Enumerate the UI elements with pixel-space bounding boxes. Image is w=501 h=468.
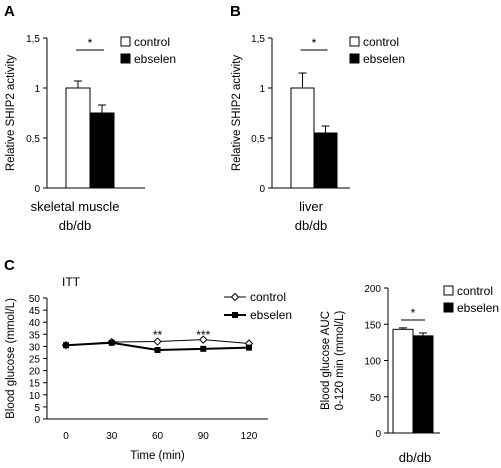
y-tick-label: 45 bbox=[29, 306, 41, 317]
annotation-label: ** bbox=[153, 328, 163, 342]
panel-letter-c: C bbox=[4, 257, 15, 274]
y-tick-label: 1 bbox=[259, 84, 265, 95]
y-tick-label: 0 bbox=[34, 415, 40, 426]
legend-swatch-ebselen bbox=[120, 53, 131, 64]
legend-swatch-ebselen bbox=[349, 53, 360, 64]
significance-label: * bbox=[411, 306, 416, 320]
bar-control bbox=[290, 87, 315, 189]
y-tick-label: 0 bbox=[259, 184, 265, 195]
y-tick-label: 1,5 bbox=[251, 34, 265, 45]
significance-label: * bbox=[312, 36, 317, 50]
x-axis-title: liver bbox=[299, 199, 324, 214]
legend-label-ebselen: ebselen bbox=[250, 308, 292, 322]
x-tick-label: 0 bbox=[63, 431, 69, 442]
y-axis-title: Blood glucose (mmol/L) bbox=[5, 298, 17, 419]
x-tick-label: 120 bbox=[241, 431, 258, 442]
y-tick-label: 150 bbox=[364, 320, 381, 331]
x-tick-label: 60 bbox=[152, 431, 164, 442]
chart-title: ITT bbox=[62, 275, 81, 289]
point-ebselen bbox=[200, 345, 207, 352]
y-tick-label: 0 bbox=[34, 184, 40, 195]
y-axis-title: Blood glucose AUC 0-120 min (mmol/L) bbox=[320, 310, 346, 410]
y-tick-label: 200 bbox=[364, 284, 381, 295]
point-ebselen bbox=[154, 347, 161, 354]
point-control bbox=[199, 335, 208, 344]
y-tick-label: 10 bbox=[29, 391, 41, 402]
y-tick-label: 50 bbox=[370, 393, 382, 404]
bar-control bbox=[65, 87, 91, 189]
y-tick-label: 5 bbox=[34, 403, 40, 414]
bar-control bbox=[392, 328, 414, 434]
chart-c2: 0 50 100 150 200 Blood glucose AUC 0-120 min (… bbox=[320, 284, 499, 465]
legend-label-control: control bbox=[250, 290, 286, 304]
legend-swatch-control bbox=[349, 36, 360, 47]
y-tick-label: 0 bbox=[375, 429, 381, 440]
legend-swatch-control bbox=[120, 36, 131, 47]
legend-label-ebselen: ebselen bbox=[363, 52, 405, 66]
y-tick-label: 50 bbox=[29, 294, 41, 305]
bar-ebselen bbox=[313, 132, 338, 189]
y-tick-label: 20 bbox=[29, 367, 41, 378]
legend-marker-ebselen bbox=[232, 312, 238, 318]
y-tick-label: 30 bbox=[29, 342, 41, 353]
y-axis-title: Relative SHIP2 activity bbox=[231, 55, 243, 172]
legend-label-control: control bbox=[134, 35, 170, 49]
group-label: db/db bbox=[399, 450, 432, 465]
legend-label-control: control bbox=[363, 35, 399, 49]
legend-label-ebselen: ebselen bbox=[134, 52, 176, 66]
group-label: db/db bbox=[59, 218, 92, 233]
y-tick-label: 35 bbox=[29, 330, 41, 341]
y-tick-label: 15 bbox=[29, 379, 41, 390]
legend-label-ebselen: ebselen bbox=[457, 301, 499, 315]
y-axis-title: Relative SHIP2 activity bbox=[5, 55, 17, 172]
panel-letter-b: B bbox=[230, 3, 241, 20]
chart-a: 0 0,5 1 1,5 Relative SHIP2 activity * control e… bbox=[5, 34, 176, 233]
group-label: db/db bbox=[295, 218, 328, 233]
x-tick-label: 90 bbox=[198, 431, 210, 442]
panel-letter-a: A bbox=[4, 3, 15, 20]
bar-ebselen bbox=[412, 335, 434, 434]
y-tick-label: 0,5 bbox=[26, 134, 40, 145]
point-ebselen bbox=[108, 339, 115, 346]
legend-swatch-control bbox=[443, 285, 454, 296]
x-axis-title: Time (min) bbox=[130, 450, 185, 462]
y-tick-label: 1,5 bbox=[26, 34, 40, 45]
x-axis-title: skeletal muscle bbox=[31, 199, 120, 214]
point-ebselen bbox=[63, 342, 69, 349]
x-tick-label: 30 bbox=[106, 431, 118, 442]
legend-marker-control bbox=[230, 292, 240, 302]
y-tick-label: 40 bbox=[29, 318, 41, 329]
y-tick-label: 100 bbox=[364, 357, 381, 368]
bar-ebselen bbox=[89, 112, 115, 189]
legend-label-control: control bbox=[457, 284, 493, 298]
point-ebselen bbox=[246, 344, 252, 351]
y-tick-label: 1 bbox=[34, 84, 40, 95]
chart-b: 0 0,5 1 1,5 Relative SHIP2 activity * control e… bbox=[231, 34, 405, 233]
point-control bbox=[153, 337, 162, 346]
y-tick-label: 0,5 bbox=[251, 134, 265, 145]
annotation-label: *** bbox=[196, 328, 210, 342]
significance-label: * bbox=[88, 36, 93, 50]
legend-swatch-ebselen bbox=[443, 302, 454, 313]
y-tick-label: 25 bbox=[29, 355, 41, 366]
